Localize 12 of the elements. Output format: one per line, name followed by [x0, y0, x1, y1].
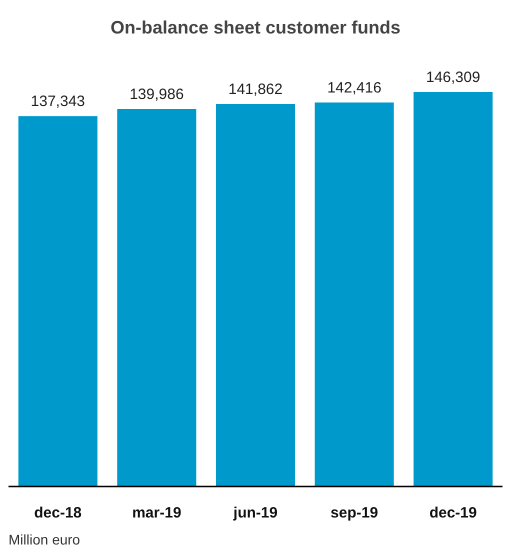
x-tick-label: mar-19 [132, 504, 182, 522]
x-tick-label: dec-19 [429, 504, 477, 522]
x-tick-label: dec-18 [34, 504, 82, 522]
data-label: 146,309 [426, 68, 480, 86]
chart-title: On-balance sheet customer funds [110, 18, 401, 38]
x-tick-label: sep-19 [330, 504, 378, 522]
data-label: 137,343 [30, 93, 86, 110]
data-label: 139,986 [130, 86, 184, 104]
x-tick-label: jun-19 [232, 504, 278, 522]
data-label: 141,862 [228, 80, 283, 98]
data-label: 142,416 [327, 79, 382, 96]
text: Million euro [8, 532, 80, 548]
